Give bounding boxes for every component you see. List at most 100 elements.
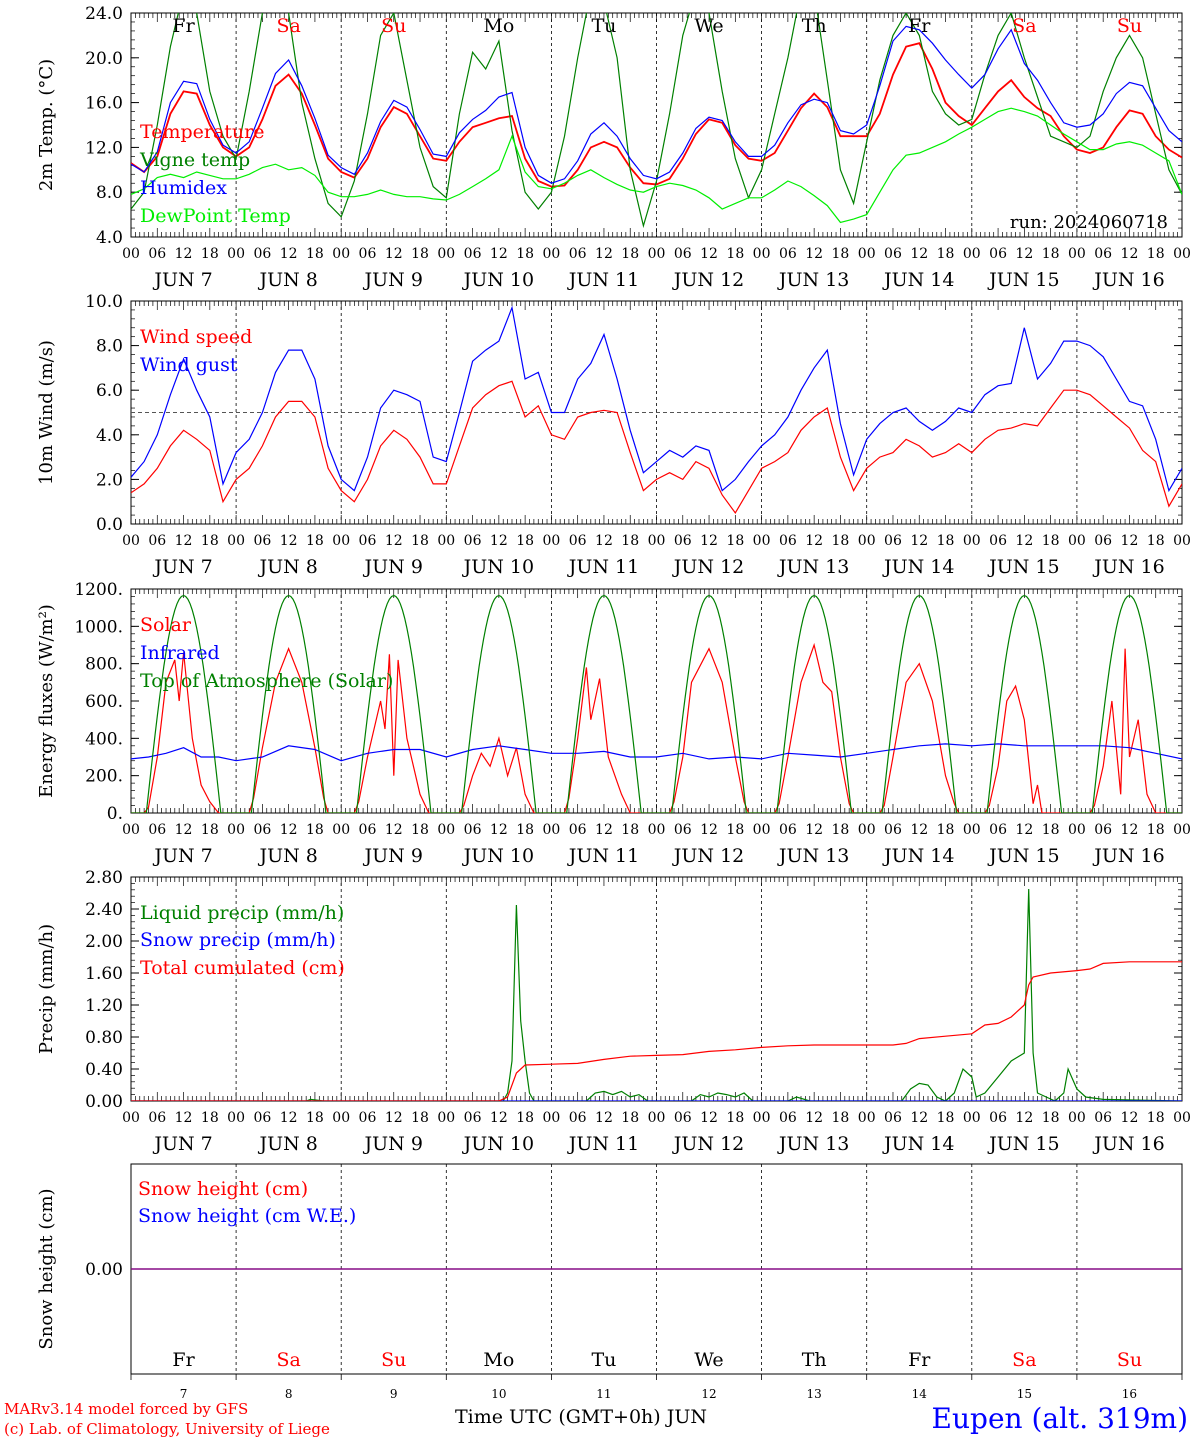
- weekday-top: Th: [802, 15, 827, 37]
- day-number: 10: [491, 1387, 506, 1401]
- hour-tick-label: 00: [227, 1110, 245, 1126]
- date-label: JUN 13: [777, 269, 849, 291]
- y-tick-label: 0.80: [85, 1028, 123, 1048]
- hour-tick-label: 18: [1042, 533, 1060, 549]
- date-label: JUN 9: [363, 556, 423, 578]
- hour-tick-label: 18: [832, 1110, 850, 1126]
- hour-tick-label: 00: [227, 533, 245, 549]
- y-tick-label: 4.0: [96, 228, 123, 248]
- legend-humidex: Humidex: [140, 177, 227, 199]
- date-label: JUN 12: [672, 269, 744, 291]
- hour-tick-label: 18: [411, 246, 429, 262]
- hour-tick-label: 00: [542, 1110, 560, 1126]
- hour-tick-label: 18: [516, 533, 534, 549]
- hour-tick-label: 00: [437, 533, 455, 549]
- date-label: JUN 9: [363, 1133, 423, 1155]
- y-tick-label: 0.00: [85, 1260, 123, 1280]
- credit-lab: (c) Lab. of Climatology, University of L…: [4, 1420, 330, 1438]
- legend-liquid-precip-mm-h-: Liquid precip (mm/h): [140, 902, 344, 924]
- weekday-bottom: Su: [1117, 1349, 1142, 1371]
- hour-tick-label: 12: [700, 246, 718, 262]
- hour-tick-label: 12: [385, 1110, 403, 1126]
- chart-labels: 4.0 8.0 12.0 16.0 20.0 24.0 2m Temp. (°C) Tempe…: [36, 4, 1191, 1401]
- y-tick-label: 12.0: [85, 138, 123, 158]
- date-label: JUN 7: [152, 845, 212, 867]
- date-label: JUN 12: [672, 1133, 744, 1155]
- hour-tick-label: 00: [963, 1110, 981, 1126]
- date-label: JUN 11: [567, 845, 639, 867]
- y-tick-label: 0.00: [85, 1092, 123, 1112]
- date-label: JUN 10: [462, 845, 534, 867]
- chart-series: [131, 13, 1182, 1270]
- hour-tick-label: 18: [1042, 1110, 1060, 1126]
- hour-tick-label: 00: [753, 822, 771, 838]
- hour-tick-label: 06: [569, 1110, 587, 1126]
- hour-tick-label: 18: [201, 533, 219, 549]
- weekday-top: Su: [381, 15, 406, 37]
- hour-tick-label: 12: [910, 1110, 928, 1126]
- date-label: JUN 16: [1092, 1133, 1164, 1155]
- weekday-bottom: Sa: [276, 1349, 300, 1371]
- hour-tick-label: 06: [674, 246, 692, 262]
- hour-tick-label: 06: [148, 822, 166, 838]
- hour-tick-label: 06: [989, 533, 1007, 549]
- date-label: JUN 13: [777, 845, 849, 867]
- legend-total-cumulated-cm-: Total cumulated (cm): [140, 957, 345, 979]
- hour-tick-label: 12: [805, 1110, 823, 1126]
- hour-tick-label: 12: [175, 533, 193, 549]
- hour-tick-label: 06: [1094, 1110, 1112, 1126]
- date-label: JUN 15: [987, 556, 1059, 578]
- hour-tick-label: 12: [1015, 246, 1033, 262]
- hour-tick-label: 12: [1015, 822, 1033, 838]
- day-number: 15: [1017, 1387, 1032, 1401]
- date-label: JUN 7: [152, 1133, 212, 1155]
- y-tick-label: 4.0: [96, 426, 123, 446]
- hour-tick-label: 12: [175, 1110, 193, 1126]
- hour-tick-label: 00: [1068, 246, 1086, 262]
- hour-tick-label: 12: [280, 246, 298, 262]
- y-tick-label: 20.0: [85, 49, 123, 69]
- y-tick-label: 0.: [107, 804, 123, 824]
- hour-tick-label: 18: [621, 822, 639, 838]
- hour-tick-label: 18: [726, 533, 744, 549]
- date-label: JUN 16: [1092, 556, 1164, 578]
- hour-tick-label: 18: [832, 533, 850, 549]
- hour-tick-label: 12: [700, 1110, 718, 1126]
- hour-tick-label: 12: [175, 246, 193, 262]
- hour-tick-label: 06: [779, 246, 797, 262]
- hour-tick-label: 18: [937, 533, 955, 549]
- date-label: JUN 9: [363, 269, 423, 291]
- hour-tick-label: 18: [306, 533, 324, 549]
- hour-tick-label: 18: [516, 1110, 534, 1126]
- hour-tick-label: 00: [1173, 533, 1191, 549]
- day-number: 16: [1122, 1387, 1137, 1401]
- hour-tick-label: 18: [937, 1110, 955, 1126]
- date-label: JUN 12: [672, 556, 744, 578]
- hour-tick-label: 18: [306, 1110, 324, 1126]
- weekday-bottom: Sa: [1012, 1349, 1036, 1371]
- hour-tick-label: 12: [280, 1110, 298, 1126]
- hour-tick-label: 18: [306, 822, 324, 838]
- date-label: JUN 15: [987, 1133, 1059, 1155]
- date-label: JUN 10: [462, 1133, 534, 1155]
- hour-tick-label: 06: [148, 533, 166, 549]
- y-tick-label: 2.0: [96, 470, 123, 490]
- hour-tick-label: 00: [332, 1110, 350, 1126]
- hour-tick-label: 12: [1015, 1110, 1033, 1126]
- hour-tick-label: 06: [148, 1110, 166, 1126]
- y-axis-label: 10m Wind (m/s): [36, 340, 57, 485]
- hour-tick-label: 00: [332, 533, 350, 549]
- y-tick-label: 2.40: [85, 900, 123, 920]
- hour-tick-label: 00: [1173, 822, 1191, 838]
- hour-tick-label: 00: [648, 533, 666, 549]
- hour-tick-label: 06: [464, 1110, 482, 1126]
- hour-tick-label: 00: [1068, 533, 1086, 549]
- hour-tick-label: 06: [359, 822, 377, 838]
- date-label: JUN 8: [257, 556, 317, 578]
- hour-tick-label: 00: [753, 1110, 771, 1126]
- y-tick-label: 1000.: [74, 617, 123, 637]
- hour-tick-label: 12: [490, 1110, 508, 1126]
- hour-tick-label: 00: [227, 246, 245, 262]
- hour-tick-label: 18: [411, 1110, 429, 1126]
